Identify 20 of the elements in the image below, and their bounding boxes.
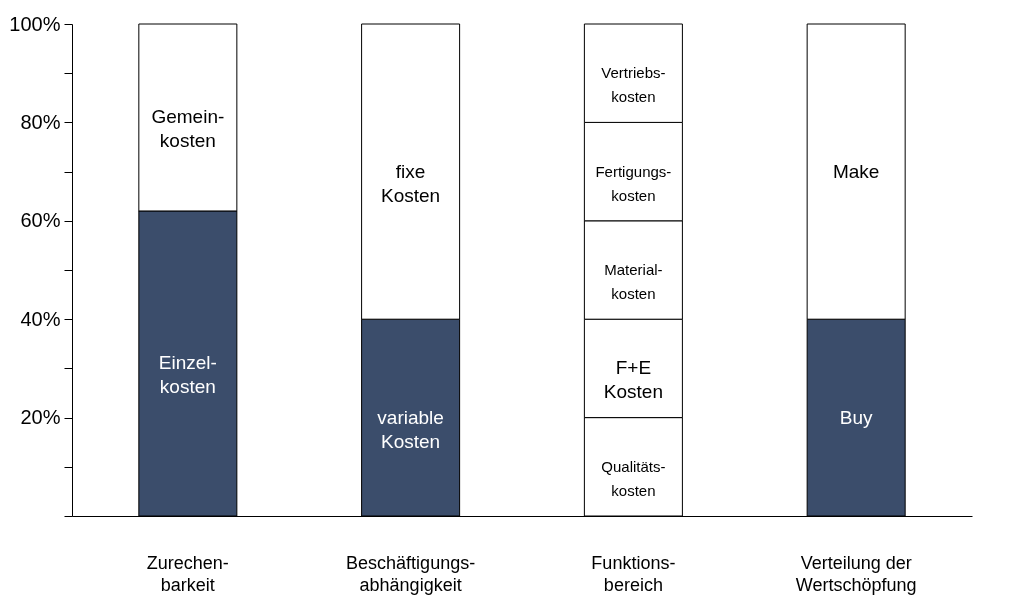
data-label: Material- kosten [604,261,663,302]
data-label: Gemein- kosten [151,106,225,152]
data-label: variable Kosten [377,406,444,452]
data-label: Einzel- kosten [158,352,217,398]
data-label: fixe Kosten [381,160,441,206]
data-label: Fertigungs- kosten [595,162,672,204]
data-label: F+E Kosten [603,357,663,403]
x-tick-label: Beschäftigungs- abhängigkeit [346,552,476,595]
x-tick-label: Funktions- bereich [591,552,676,595]
y-tick-label: 40% [20,307,61,330]
data-label: Buy [839,406,874,428]
data-label: Make [832,160,880,182]
x-tick-label: Verteilung der Wertschöpfung [795,552,917,595]
y-tick-label: 100% [9,12,61,35]
x-tick-label: Zurechen- barkeit [146,552,229,595]
y-tick-label: 20% [20,406,61,429]
y-tick-label: 60% [20,209,61,232]
y-tick-label: 80% [20,110,61,133]
data-label: Qualitäts- kosten [601,457,666,499]
data-label: Vertriebs- kosten [601,64,666,106]
